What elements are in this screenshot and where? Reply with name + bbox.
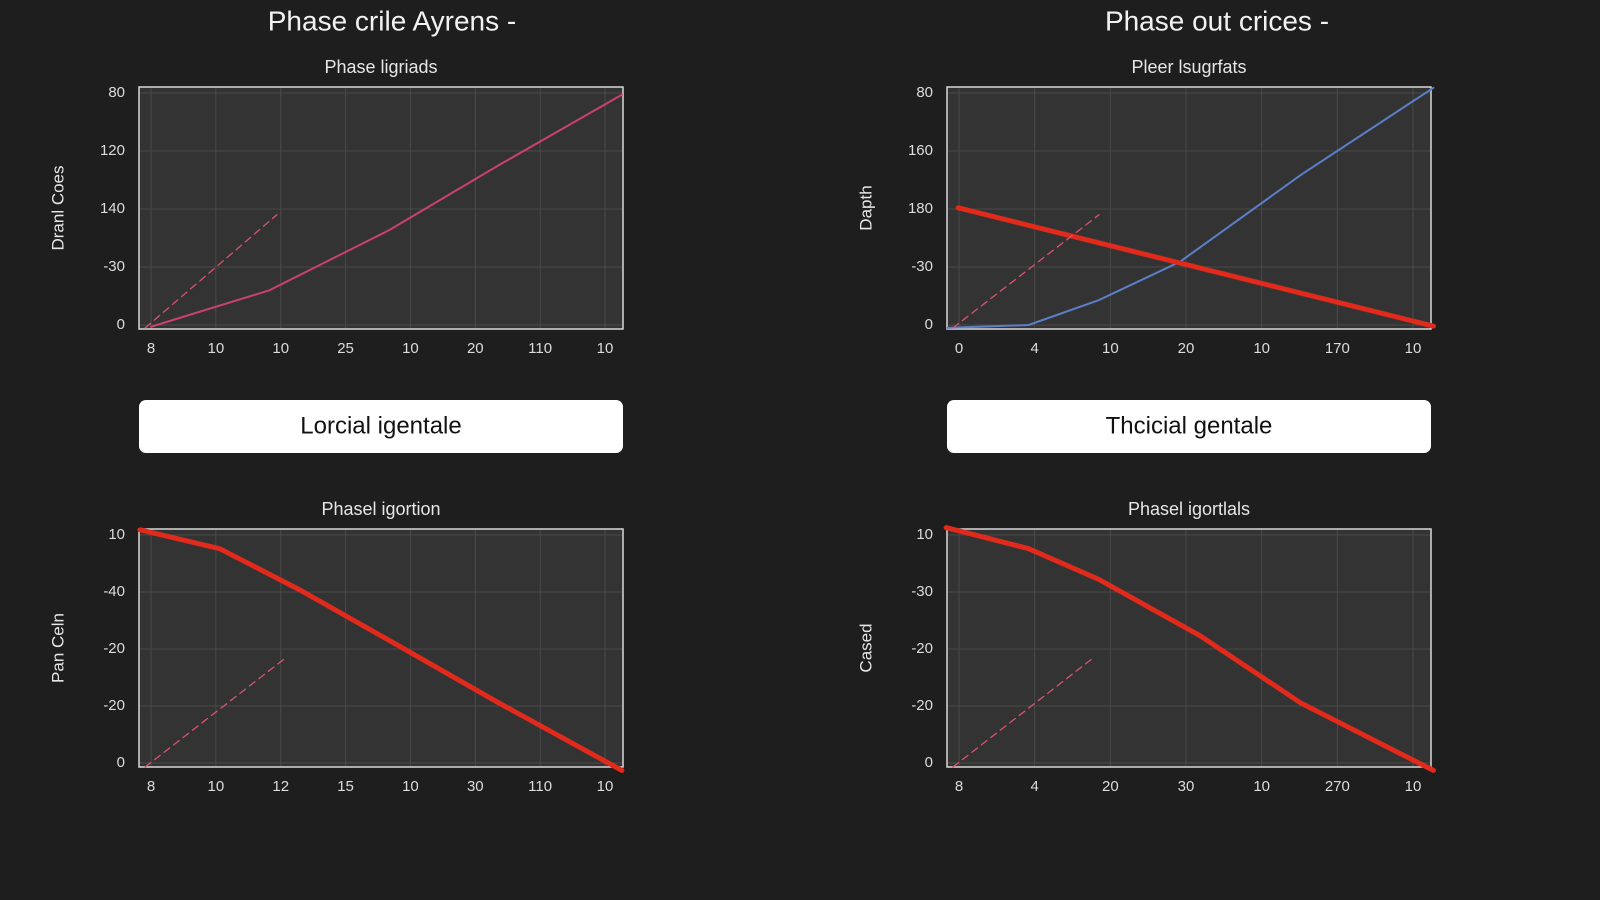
chart-subtitle: Phase ligriads — [324, 57, 437, 77]
data-line — [955, 205, 1436, 329]
y-tick-label: -30 — [911, 258, 933, 275]
plot-border — [946, 86, 1432, 330]
y-tick-label: 180 — [908, 200, 933, 217]
y-tick-label: 0 — [117, 754, 125, 771]
x-tick-label: 20 — [1178, 340, 1195, 357]
y-tick-label: -20 — [911, 697, 933, 714]
x-tick-label: 30 — [467, 778, 484, 795]
button-label[interactable]: Thcicial gentale — [1106, 412, 1273, 439]
y-axis-label: Pan Celn — [48, 613, 67, 683]
y-tick-label: 10 — [108, 526, 125, 543]
dashed-line — [144, 658, 286, 768]
y-tick-label: -30 — [911, 583, 933, 600]
x-tick-label: 110 — [528, 778, 552, 795]
x-tick-label: 10 — [1102, 340, 1119, 357]
button-box[interactable] — [947, 400, 1431, 453]
x-tick-label: 10 — [597, 340, 614, 357]
plot-border — [946, 528, 1432, 768]
y-tick-label: 0 — [925, 754, 933, 771]
x-tick-label: 12 — [272, 778, 289, 795]
header-title: Phase out crices - — [1105, 5, 1329, 36]
x-tick-label: 4 — [1030, 340, 1038, 357]
data-line — [943, 525, 1436, 773]
y-axis-label: Dranl Coes — [48, 165, 67, 250]
x-tick-label: 8 — [955, 778, 963, 795]
x-tick-label: 10 — [597, 778, 614, 795]
button[interactable]: Thcicial gentale — [947, 400, 1431, 453]
x-tick-label: 4 — [1030, 778, 1038, 795]
dashed-line — [144, 214, 278, 329]
y-tick-label: -30 — [103, 258, 125, 275]
chart-subtitle: Phasel igortion — [321, 499, 440, 519]
dashed-line — [952, 214, 1100, 329]
x-tick-label: 110 — [528, 340, 552, 357]
plot-area — [947, 87, 1431, 329]
x-tick-label: 10 — [272, 340, 289, 357]
data-line — [150, 93, 623, 328]
x-tick-label: 10 — [1253, 778, 1270, 795]
x-tick-label: 10 — [1405, 778, 1422, 795]
x-tick-label: 10 — [208, 778, 225, 795]
x-tick-label: 8 — [147, 778, 155, 795]
y-axis-label: Cased — [856, 623, 875, 672]
x-tick-label: 0 — [955, 340, 963, 357]
x-tick-label: 15 — [337, 778, 354, 795]
y-tick-label: -40 — [103, 583, 125, 600]
chart-subtitle: Phasel igortlals — [1128, 499, 1250, 519]
dashed-line — [952, 656, 1096, 768]
y-tick-label: -20 — [911, 640, 933, 657]
data-line — [946, 86, 1435, 329]
plot-border — [138, 528, 624, 768]
y-tick-label: 80 — [108, 84, 125, 101]
y-tick-label: 140 — [100, 200, 125, 217]
y-axis-label: Dapth — [856, 185, 875, 230]
x-tick-label: 30 — [1178, 778, 1195, 795]
x-tick-label: 25 — [337, 340, 354, 357]
x-tick-label: 10 — [208, 340, 225, 357]
button-box[interactable] — [139, 400, 623, 453]
x-tick-label: 20 — [1102, 778, 1119, 795]
plot-area — [139, 87, 623, 329]
x-tick-label: 170 — [1325, 340, 1350, 357]
y-tick-label: 160 — [908, 142, 933, 159]
header-title: Phase crile Ayrens - — [268, 5, 517, 36]
x-tick-label: 10 — [1253, 340, 1270, 357]
plot-border — [138, 86, 624, 330]
x-tick-label: 10 — [402, 778, 419, 795]
x-tick-label: 20 — [467, 340, 484, 357]
y-tick-label: 0 — [117, 316, 125, 333]
button-label[interactable]: Lorcial igentale — [300, 412, 461, 439]
x-tick-label: 10 — [1405, 340, 1422, 357]
y-tick-label: 120 — [100, 142, 125, 159]
y-tick-label: 10 — [916, 526, 933, 543]
y-tick-label: 0 — [925, 316, 933, 333]
y-tick-label: 80 — [916, 84, 933, 101]
y-tick-label: -20 — [103, 640, 125, 657]
y-tick-label: -20 — [103, 697, 125, 714]
data-line — [137, 527, 625, 773]
chart-subtitle: Pleer lsugrfats — [1131, 57, 1246, 77]
x-tick-label: 10 — [402, 340, 419, 357]
x-tick-label: 270 — [1325, 778, 1350, 795]
button[interactable]: Lorcial igentale — [139, 400, 623, 453]
x-tick-label: 8 — [147, 340, 155, 357]
